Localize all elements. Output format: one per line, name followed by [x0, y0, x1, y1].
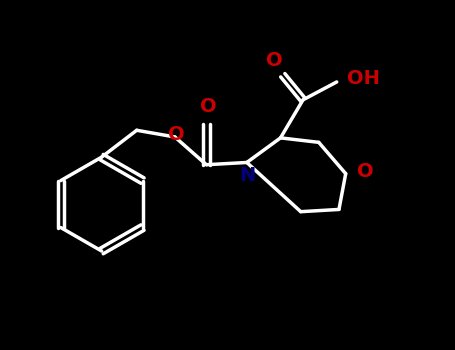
Text: O: O — [266, 51, 283, 70]
Text: O: O — [167, 125, 184, 144]
Text: OH: OH — [347, 69, 379, 88]
Text: O: O — [200, 97, 217, 117]
Text: O: O — [357, 162, 374, 181]
Text: N: N — [240, 166, 256, 185]
